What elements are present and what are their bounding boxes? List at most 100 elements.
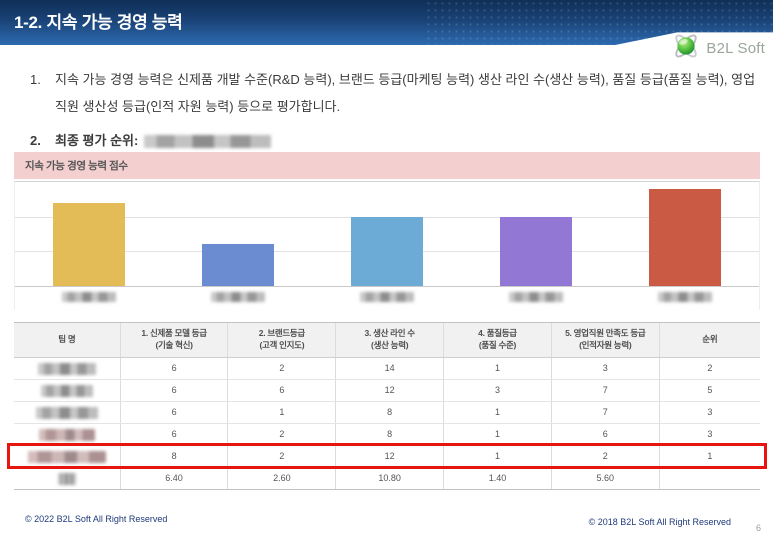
bar-chart bbox=[14, 181, 760, 310]
redacted-category-label bbox=[508, 292, 563, 302]
team-name-cell bbox=[14, 446, 121, 467]
table-cell: 2 bbox=[707, 363, 713, 373]
bar-slot bbox=[313, 182, 462, 286]
chart-xlabels bbox=[15, 292, 759, 302]
list-number: 2. bbox=[30, 133, 41, 148]
team-name-cell bbox=[14, 402, 121, 423]
table-cell: 1.40 bbox=[444, 468, 552, 489]
redacted-category-label bbox=[211, 292, 266, 302]
column-header: 1. 신제품 모델 등급 (기술 혁신) bbox=[121, 323, 229, 357]
table-cell: 2 bbox=[552, 446, 660, 467]
redacted-team-name bbox=[37, 362, 96, 375]
table-cell: 7 bbox=[552, 380, 660, 401]
list-item-2: 2. 최종 평가 순위: bbox=[30, 127, 758, 163]
table-row: 6 6 12 3 7 5 bbox=[14, 380, 760, 402]
column-header: 5. 영업직원 만족도 등급 (인적자원 능력) bbox=[552, 323, 660, 357]
score-table: 팀 명 1. 신제품 모델 등급 (기술 혁신) 2. 브랜드등급 (고객 인지도) 3.… bbox=[7, 322, 767, 490]
table-cell: 1 bbox=[444, 424, 552, 445]
header-band bbox=[0, 0, 773, 45]
list-item-1: 1. 지속 가능 경영 능력은 신제품 개발 수준(R&D 능력), 브랜드 등… bbox=[30, 66, 758, 120]
redacted-category-label bbox=[62, 292, 117, 302]
table-cell: 2 bbox=[228, 424, 337, 445]
table-cell: 1 bbox=[444, 446, 552, 467]
table-cell: 2 bbox=[228, 446, 337, 467]
table-cell: 6 bbox=[228, 380, 337, 401]
table-cell: 3 bbox=[444, 380, 552, 401]
table-cell: 5.60 bbox=[552, 468, 660, 489]
table-cell: 1 bbox=[707, 451, 713, 461]
table-cell: 3 bbox=[707, 429, 713, 439]
chart-title: 지속 가능 경영 능력 점수 bbox=[25, 160, 128, 172]
redacted-category-label bbox=[657, 292, 712, 302]
table-cell: 3 bbox=[707, 407, 713, 417]
bar bbox=[499, 216, 572, 286]
column-header: 4. 품질등급 (품질 수준) bbox=[444, 323, 552, 357]
average-row: 6.40 2.60 10.80 1.40 5.60 bbox=[14, 468, 760, 490]
bar-slot bbox=[15, 182, 164, 286]
chart-x-axis bbox=[15, 286, 759, 287]
table-cell: 6 bbox=[552, 424, 660, 445]
list-item-2-label: 최종 평가 순위: bbox=[55, 127, 272, 163]
redacted-category-label bbox=[359, 292, 414, 302]
team-name-cell bbox=[14, 358, 121, 379]
table-cell: 1 bbox=[444, 358, 552, 379]
table-cell: 10.80 bbox=[336, 468, 445, 489]
table-cell: 12 bbox=[336, 446, 445, 467]
bar bbox=[350, 216, 423, 286]
company-logo: B2L Soft bbox=[671, 31, 765, 66]
table-row: 6 2 14 1 3 2 bbox=[14, 358, 760, 380]
bar-slot bbox=[461, 182, 610, 286]
b2l-globe-icon bbox=[671, 31, 701, 66]
bar bbox=[648, 188, 721, 286]
bar-slot bbox=[164, 182, 313, 286]
bar bbox=[53, 202, 126, 286]
table-cell: 3 bbox=[552, 358, 660, 379]
redacted-team-name bbox=[38, 428, 95, 441]
table-cell: 6 bbox=[121, 424, 229, 445]
list-item-1-text: 지속 가능 경영 능력은 신제품 개발 수준(R&D 능력), 브랜드 등급(마… bbox=[55, 72, 756, 114]
column-header: 3. 생산 라인 수 (생산 능력) bbox=[336, 323, 445, 357]
table-row: 8 2 12 1 2 1 bbox=[7, 443, 767, 469]
column-header: 순위 bbox=[702, 334, 718, 345]
table-cell: 6.40 bbox=[121, 468, 229, 489]
table-cell bbox=[660, 468, 760, 489]
team-name-cell bbox=[14, 468, 121, 489]
bar bbox=[202, 244, 275, 286]
table-cell: 6 bbox=[121, 358, 229, 379]
column-header: 2. 브랜드등급 (고객 인지도) bbox=[228, 323, 337, 357]
logo-text: B2L Soft bbox=[706, 40, 765, 57]
table-cell: 8 bbox=[336, 402, 445, 423]
table-cell: 2.60 bbox=[228, 468, 337, 489]
table-body: 6 2 14 1 3 2 6 6 12 3 7 5 6 1 8 1 7 3 6 2 8 1 6 3 8 2 12 1 2 1 6.40 2.6… bbox=[7, 358, 767, 490]
team-name-cell bbox=[14, 424, 121, 445]
table-cell: 2 bbox=[228, 358, 337, 379]
table-cell: 8 bbox=[336, 424, 445, 445]
table-cell: 6 bbox=[121, 402, 229, 423]
table-cell: 1 bbox=[228, 402, 337, 423]
list-number: 1. bbox=[30, 72, 41, 87]
body-list: 1. 지속 가능 경영 능력은 신제품 개발 수준(R&D 능력), 브랜드 등… bbox=[30, 66, 758, 163]
page-number: 6 bbox=[755, 523, 761, 533]
team-name-cell bbox=[14, 380, 121, 401]
redacted-team-name bbox=[35, 406, 98, 419]
table-cell: 7 bbox=[552, 402, 660, 423]
bar-slot bbox=[610, 182, 759, 286]
footer-copyright-right: © 2018 B2L Soft All Right Reserved bbox=[588, 517, 731, 527]
footer-copyright-left: © 2022 B2L Soft All Right Reserved bbox=[25, 514, 168, 524]
table-cell: 8 bbox=[121, 446, 229, 467]
redacted-team-name bbox=[27, 450, 106, 463]
chart-title-bar: 지속 가능 경영 능력 점수 bbox=[14, 152, 760, 179]
table-cell: 14 bbox=[336, 358, 445, 379]
table-cell: 12 bbox=[336, 380, 445, 401]
chart-bars bbox=[15, 182, 759, 286]
table-cell: 6 bbox=[121, 380, 229, 401]
table-header-row: 팀 명 1. 신제품 모델 등급 (기술 혁신) 2. 브랜드등급 (고객 인지도) 3.… bbox=[14, 322, 760, 358]
page-title: 1-2. 지속 가능 경영 능력 bbox=[14, 13, 183, 32]
table-cell: 5 bbox=[707, 385, 713, 395]
redacted-team-name bbox=[57, 472, 76, 485]
table-cell: 1 bbox=[444, 402, 552, 423]
redacted-team-name bbox=[40, 384, 93, 397]
